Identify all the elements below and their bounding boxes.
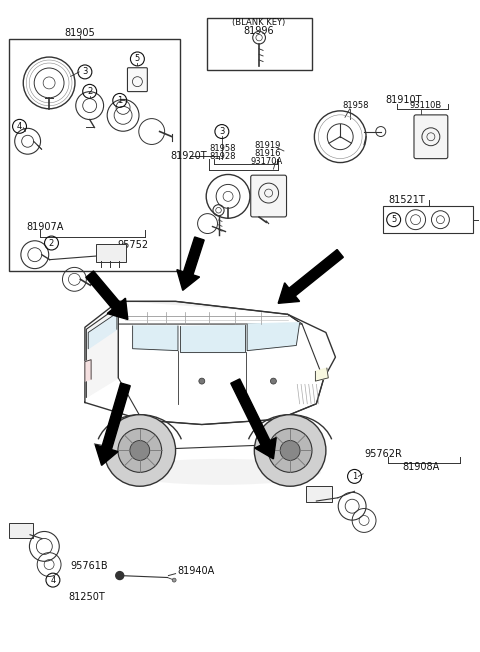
Circle shape: [268, 428, 312, 472]
Polygon shape: [86, 271, 128, 319]
FancyBboxPatch shape: [96, 244, 126, 262]
Text: 2: 2: [49, 239, 54, 248]
Text: 93170A: 93170A: [251, 157, 283, 166]
Text: 2: 2: [87, 87, 92, 96]
Polygon shape: [177, 237, 204, 290]
Text: 81916: 81916: [254, 149, 281, 158]
Circle shape: [118, 428, 162, 472]
Text: 81919: 81919: [254, 141, 281, 151]
Text: 4: 4: [17, 122, 22, 131]
Ellipse shape: [120, 459, 321, 485]
FancyBboxPatch shape: [206, 18, 312, 70]
Text: 81958: 81958: [209, 144, 236, 153]
Text: 95761B: 95761B: [71, 561, 108, 571]
Polygon shape: [231, 379, 276, 459]
Polygon shape: [180, 325, 245, 352]
Text: 95762R: 95762R: [364, 449, 402, 460]
Circle shape: [130, 441, 150, 460]
Text: 3: 3: [82, 67, 87, 76]
Text: 95752: 95752: [117, 240, 148, 250]
FancyBboxPatch shape: [9, 40, 180, 271]
Polygon shape: [88, 313, 117, 349]
Circle shape: [116, 572, 124, 580]
Polygon shape: [85, 360, 91, 381]
Text: 81250T: 81250T: [68, 592, 105, 602]
Polygon shape: [132, 326, 178, 351]
Text: 3: 3: [219, 127, 225, 136]
Polygon shape: [315, 368, 328, 381]
Text: 5: 5: [391, 215, 396, 224]
Text: (BLANK KEY): (BLANK KEY): [232, 18, 286, 27]
Circle shape: [280, 441, 300, 460]
FancyBboxPatch shape: [251, 175, 287, 217]
Circle shape: [199, 378, 205, 384]
Polygon shape: [278, 250, 343, 303]
Text: 81928: 81928: [209, 152, 236, 160]
Text: 81910T: 81910T: [385, 95, 422, 106]
Polygon shape: [85, 301, 336, 424]
Text: 81908A: 81908A: [402, 462, 440, 472]
Text: 5: 5: [135, 54, 140, 63]
Text: 81996: 81996: [244, 26, 275, 36]
FancyBboxPatch shape: [383, 206, 473, 233]
Circle shape: [270, 378, 276, 384]
FancyBboxPatch shape: [128, 68, 147, 91]
Text: 81958: 81958: [343, 101, 369, 110]
Text: 81905: 81905: [65, 28, 96, 38]
Circle shape: [104, 415, 176, 486]
Polygon shape: [118, 301, 324, 424]
Circle shape: [254, 415, 326, 486]
FancyBboxPatch shape: [306, 486, 332, 502]
Text: 1: 1: [352, 472, 357, 481]
Text: 93110B: 93110B: [409, 101, 442, 110]
Text: 81940A: 81940A: [177, 566, 214, 576]
Circle shape: [172, 578, 176, 582]
FancyBboxPatch shape: [9, 523, 33, 538]
Text: 81920T: 81920T: [171, 151, 207, 161]
Text: 4: 4: [50, 576, 56, 585]
Polygon shape: [86, 306, 118, 397]
Text: 81521T: 81521T: [388, 194, 425, 205]
Polygon shape: [95, 383, 130, 466]
FancyBboxPatch shape: [414, 115, 448, 158]
Text: 81907A: 81907A: [26, 222, 63, 233]
Polygon shape: [247, 323, 300, 351]
Polygon shape: [118, 301, 302, 324]
Text: 1: 1: [117, 96, 122, 105]
